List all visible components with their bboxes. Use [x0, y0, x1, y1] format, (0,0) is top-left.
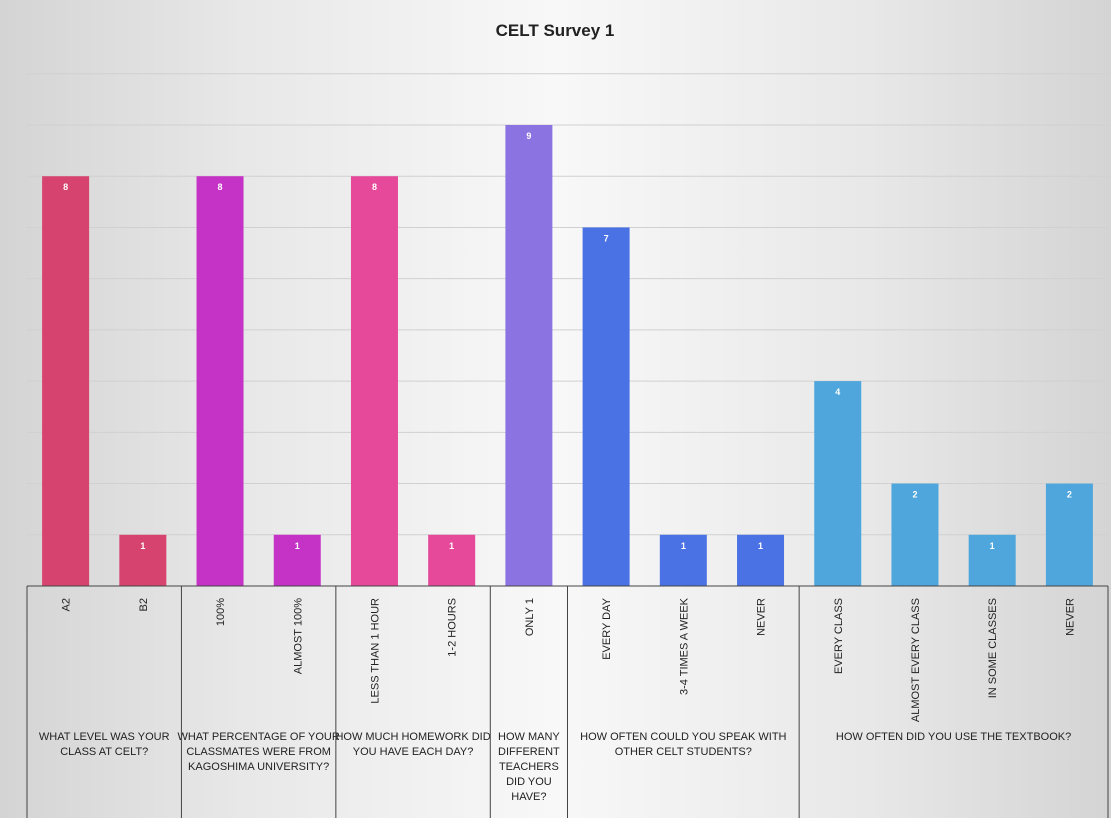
- category-label: 1-2 HOURS: [447, 598, 459, 657]
- bar: [119, 534, 167, 586]
- data-label: 1: [449, 541, 454, 551]
- category-label: ONLY 1: [524, 598, 536, 636]
- data-label: 4: [835, 387, 840, 397]
- category-label: 3-4 TIMES A WEEK: [678, 597, 690, 695]
- category-label: EVERY DAY: [601, 597, 613, 659]
- data-label: 2: [1067, 490, 1072, 500]
- data-label: 8: [372, 182, 377, 192]
- data-label: 1: [295, 541, 300, 551]
- question-label: HOW OFTEN DID YOU USE THE TEXTBOOK?: [836, 731, 1071, 743]
- data-label: 1: [990, 541, 995, 551]
- question-label: HOW OFTEN COULD YOU SPEAK WITH OTHER CELT…: [580, 731, 786, 758]
- question-label: WHAT PERCENTAGE OF YOUR CLASSMATES WERE F…: [177, 731, 339, 773]
- category-label: ALMOST EVERY CLASS: [910, 598, 922, 722]
- data-label: 7: [604, 233, 609, 243]
- category-label: LESS THAN 1 HOUR: [369, 598, 381, 704]
- bar: [582, 227, 630, 586]
- bar: [42, 176, 90, 586]
- bar: [659, 534, 707, 586]
- category-label: B2: [138, 598, 150, 611]
- bar: [1045, 483, 1093, 586]
- bars: 8 1 8 1 8 1 9 7 1 1 4 2 1 2: [42, 125, 1093, 586]
- data-label: 8: [63, 182, 68, 192]
- bar: [273, 534, 321, 586]
- data-label: 1: [681, 541, 686, 551]
- data-label: 2: [912, 490, 917, 500]
- category-label: EVERY CLASS: [833, 598, 845, 674]
- category-label: 100%: [215, 598, 227, 626]
- data-label: 9: [526, 131, 531, 141]
- data-label: 1: [758, 541, 763, 551]
- category-label: A2: [61, 598, 73, 611]
- bar: [814, 381, 862, 586]
- question-label: HOW MANY DIFFERENT TEACHERS DID YOU HAVE?: [498, 731, 560, 803]
- bar: [891, 483, 939, 586]
- category-label: IN SOME CLASSES: [987, 598, 999, 698]
- chart-title: CELT Survey 1: [496, 21, 615, 40]
- data-label: 1: [140, 541, 145, 551]
- bar: [505, 125, 553, 586]
- bar: [350, 176, 398, 586]
- data-label: 8: [218, 182, 223, 192]
- question-label: WHAT LEVEL WAS YOUR CLASS AT CELT?: [39, 731, 170, 758]
- bar: [968, 534, 1016, 586]
- gridlines: [27, 73, 1108, 536]
- category-label: NEVER: [1064, 598, 1076, 636]
- bar: [737, 534, 785, 586]
- category-label: ALMOST 100%: [292, 598, 304, 674]
- bar: [428, 534, 476, 586]
- bar: [196, 176, 244, 586]
- question-label: HOW MUCH HOMEWORK DID YOU HAVE EACH DAY?: [335, 731, 490, 758]
- category-label: NEVER: [756, 598, 768, 636]
- category-axis: A2 B2 WHAT LEVEL WAS YOUR CLASS AT CELT? 100…: [26, 585, 1109, 818]
